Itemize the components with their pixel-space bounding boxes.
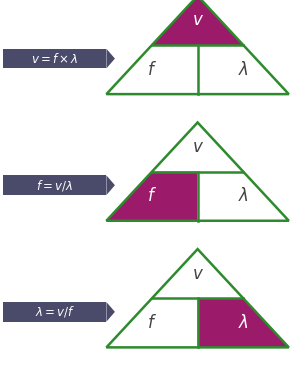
- Text: $f = v/\lambda$: $f = v/\lambda$: [36, 178, 73, 193]
- FancyBboxPatch shape: [3, 175, 106, 195]
- Text: $v = f \times \lambda$: $v = f \times \lambda$: [31, 51, 78, 66]
- Polygon shape: [106, 298, 198, 347]
- Text: $v$: $v$: [192, 265, 204, 283]
- Polygon shape: [198, 172, 289, 221]
- Polygon shape: [106, 175, 115, 195]
- Polygon shape: [106, 49, 115, 68]
- Text: $v$: $v$: [192, 11, 204, 29]
- Text: $\lambda = v/f$: $\lambda = v/f$: [35, 304, 75, 319]
- Polygon shape: [152, 249, 243, 298]
- Polygon shape: [106, 172, 198, 221]
- Polygon shape: [198, 45, 289, 94]
- Text: $\lambda$: $\lambda$: [238, 60, 249, 79]
- Polygon shape: [198, 298, 289, 347]
- Text: $f$: $f$: [147, 314, 157, 332]
- Polygon shape: [106, 302, 115, 322]
- Text: $\lambda$: $\lambda$: [238, 187, 249, 205]
- Text: $f$: $f$: [147, 187, 157, 205]
- Polygon shape: [106, 45, 198, 94]
- Text: $v$: $v$: [192, 138, 204, 156]
- Polygon shape: [152, 122, 243, 172]
- Text: $\lambda$: $\lambda$: [238, 314, 249, 332]
- Polygon shape: [152, 0, 243, 45]
- FancyBboxPatch shape: [3, 302, 106, 322]
- FancyBboxPatch shape: [3, 49, 106, 68]
- Text: $f$: $f$: [147, 60, 157, 79]
